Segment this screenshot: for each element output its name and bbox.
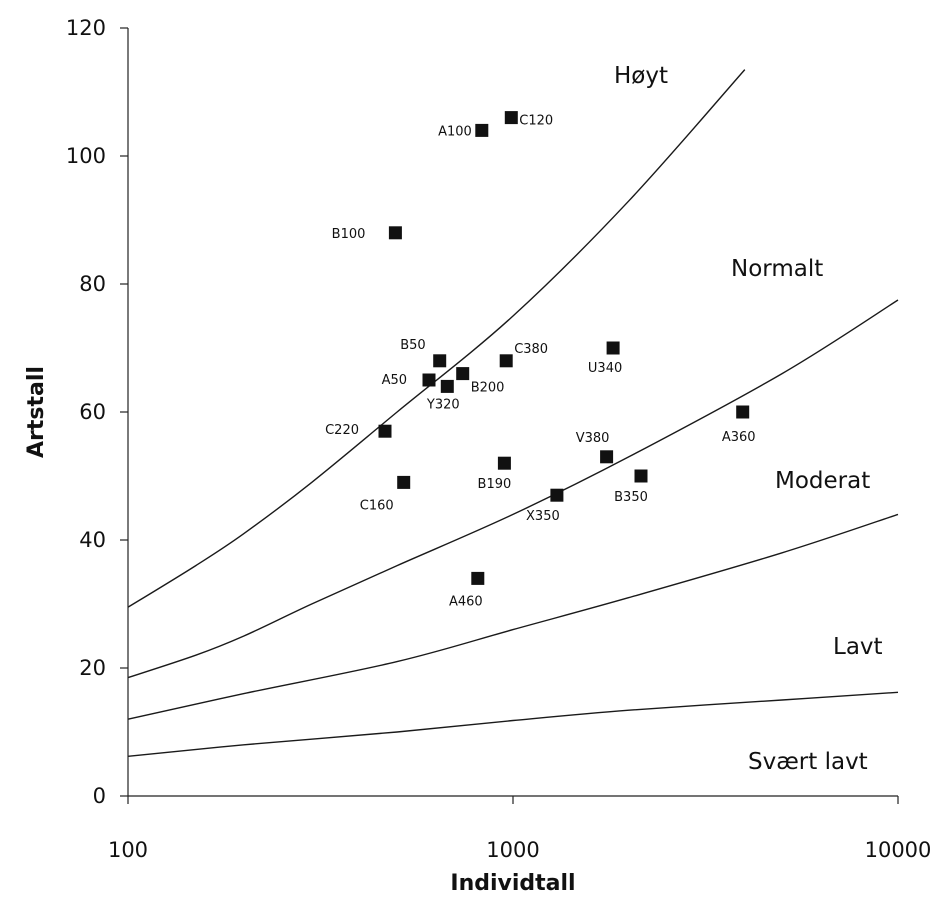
data-point-c220 <box>378 424 392 438</box>
data-point-b350 <box>634 469 648 483</box>
data-point-b50 <box>433 354 447 368</box>
zone-label-moderat: Moderat <box>775 468 870 494</box>
point-label-c220: C220 <box>325 423 359 438</box>
data-point-u340 <box>606 341 620 355</box>
boundary-curve-1 <box>127 69 746 608</box>
y-tick-label: 0 <box>93 784 106 808</box>
x-axis-title: Individtall <box>450 871 575 896</box>
x-ticks: 100 1000 10000 <box>108 796 931 862</box>
boundary-curve-4 <box>127 691 899 757</box>
y-axis-title: Artstall <box>24 366 49 458</box>
x-tick-label: 10000 <box>865 838 932 862</box>
y-tick-label: 100 <box>66 144 106 168</box>
zone-label-normalt: Normalt <box>731 256 823 282</box>
data-point-a460 <box>471 571 485 585</box>
data-point-c160 <box>397 475 411 489</box>
point-label-b50: B50 <box>400 338 425 353</box>
data-point-a100 <box>475 123 489 137</box>
data-point-a50 <box>422 373 436 387</box>
point-label-c380: C380 <box>514 342 548 357</box>
point-label-b350: B350 <box>614 490 648 505</box>
point-label-a50: A50 <box>382 373 407 388</box>
point-label-b200: B200 <box>471 381 505 396</box>
zone-label-lavt: Lavt <box>833 634 883 660</box>
point-label-v380: V380 <box>576 431 610 446</box>
y-tick-label: 60 <box>79 400 106 424</box>
y-tick-label: 20 <box>79 656 106 680</box>
point-label-a360: A360 <box>722 430 756 445</box>
boundary-curve-3 <box>127 513 899 720</box>
point-label-c120: C120 <box>519 114 553 129</box>
data-point-b200 <box>456 367 470 381</box>
point-label-b190: B190 <box>478 477 512 492</box>
y-tick-label: 40 <box>79 528 106 552</box>
zone-label-hoyt: Høyt <box>614 63 668 89</box>
zone-label-svaert-lavt: Svært lavt <box>748 749 868 775</box>
boundary-curves <box>127 69 899 757</box>
point-label-x350: X350 <box>526 509 560 524</box>
data-point-a360 <box>736 405 750 419</box>
x-tick-label: 100 <box>108 838 148 862</box>
y-tick-label: 120 <box>66 16 106 40</box>
data-point-x350 <box>550 488 564 502</box>
data-points <box>378 111 750 585</box>
data-point-v380 <box>600 450 614 464</box>
point-label-y320: Y320 <box>426 397 460 412</box>
point-label-u340: U340 <box>588 361 622 376</box>
point-label-b100: B100 <box>332 227 366 242</box>
data-point-b190 <box>497 456 511 470</box>
boundary-curve-2 <box>127 299 899 679</box>
point-label-c160: C160 <box>360 498 394 513</box>
x-tick-label: 1000 <box>486 838 539 862</box>
y-ticks: 0 20 40 60 80 100 120 <box>66 16 128 808</box>
y-tick-label: 80 <box>79 272 106 296</box>
data-point-b100 <box>388 226 402 240</box>
data-point-c380 <box>499 354 513 368</box>
data-point-y320 <box>440 379 454 393</box>
data-point-c120 <box>504 111 518 125</box>
axes <box>127 28 898 797</box>
point-labels: A100 C120 B100 B50 A50 B200 Y320 C380 U340 C220 C1… <box>325 114 755 610</box>
point-label-a460: A460 <box>449 594 483 609</box>
point-label-a100: A100 <box>438 124 472 139</box>
